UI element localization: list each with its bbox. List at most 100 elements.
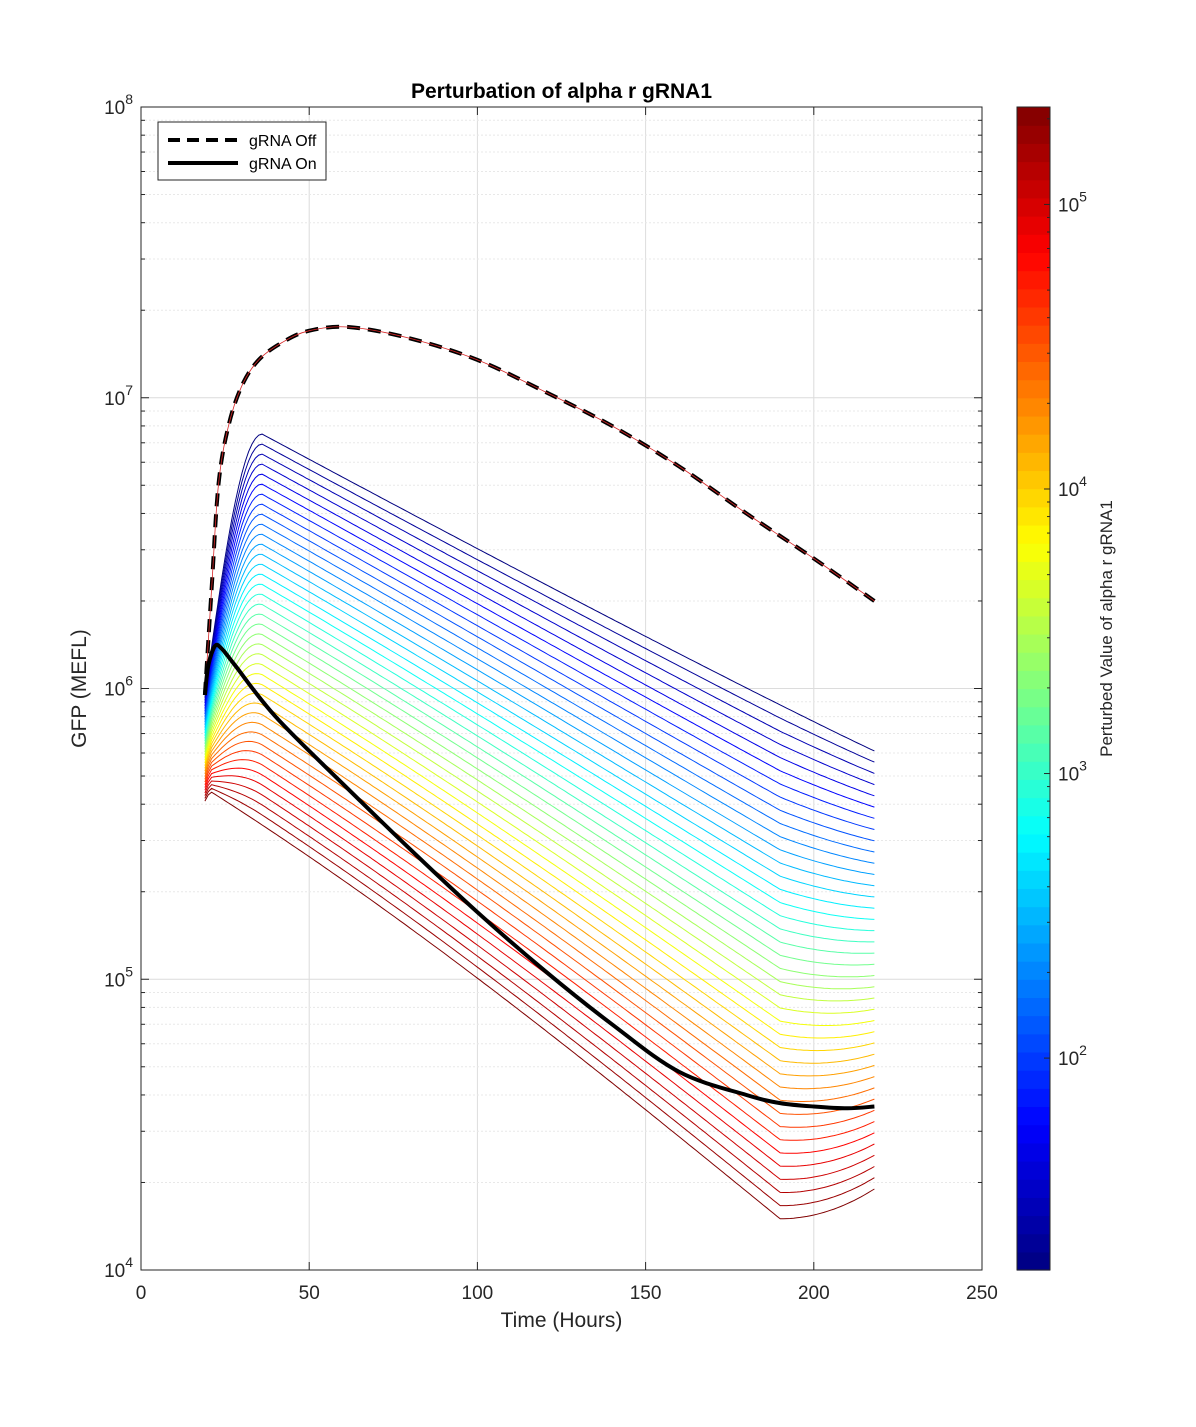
- colorbar-band: [1017, 488, 1050, 508]
- perturbation-curve: [204, 682, 875, 1039]
- colorbar-band: [1017, 288, 1050, 308]
- perturbation-curve: [204, 780, 875, 1180]
- perturbation-curve: [204, 623, 875, 966]
- colorbar-band: [1017, 942, 1050, 962]
- colorbar-band: [1017, 1142, 1050, 1162]
- colorbar-band: [1017, 815, 1050, 835]
- colorbar-tick-label: 103: [1058, 758, 1087, 786]
- perturbation-curve: [204, 483, 875, 808]
- colorbar-gradient: [1017, 107, 1050, 1271]
- colorbar-band: [1017, 415, 1050, 435]
- x-tick-label: 50: [299, 1283, 320, 1304]
- colorbar-band: [1017, 234, 1050, 253]
- colorbar-band: [1017, 979, 1050, 999]
- legend-label-grna-on: gRNA On: [249, 156, 317, 173]
- colorbar-band: [1017, 597, 1050, 617]
- series-highlight-grna-off: [204, 326, 875, 696]
- colorbar-band: [1017, 361, 1050, 381]
- colorbar-band: [1017, 343, 1050, 362]
- perturbation-curve: [204, 443, 875, 763]
- legend-box: [157, 121, 327, 181]
- colorbar-band: [1017, 1015, 1050, 1035]
- colorbar-band: [1017, 1033, 1050, 1053]
- series-line-grna-on: [202, 642, 875, 1111]
- perturbation-curve: [204, 702, 875, 1064]
- colorbar-band: [1017, 670, 1050, 690]
- perturbation-curve: [204, 663, 875, 1014]
- colorbar-band: [1017, 961, 1050, 980]
- perturbation-curve: [204, 563, 875, 898]
- colorbar-band: [1017, 179, 1050, 199]
- colorbar-band: [1017, 1088, 1050, 1108]
- colorbar-band: [1017, 107, 1050, 126]
- perturbation-curve: [204, 473, 875, 797]
- colorbar-band: [1017, 706, 1050, 726]
- legend: gRNA Off gRNA On: [157, 121, 327, 181]
- y-axis-label: GFP (MEFL): [68, 629, 91, 748]
- colorbar-band: [1017, 888, 1050, 908]
- perturbation-curve: [204, 433, 875, 752]
- perturbation-curve: [204, 692, 875, 1052]
- axis-ticks: 0 50 100 150 200 250 104 105 106 107 108: [104, 91, 998, 1304]
- colorbar-band: [1017, 833, 1050, 853]
- colorbar-band: [1017, 270, 1050, 290]
- perturbation-curve: [204, 653, 875, 1002]
- colorbar-band: [1017, 1251, 1050, 1271]
- x-tick-label: 100: [462, 1283, 494, 1304]
- perturbation-curve: [204, 503, 875, 830]
- colorbar-band: [1017, 870, 1050, 889]
- colorbar-band: [1017, 543, 1050, 562]
- colorbar-band: [1017, 470, 1050, 490]
- x-axis-label: Time (Hours): [501, 1309, 623, 1332]
- colorbar-band: [1017, 743, 1050, 762]
- x-tick-label: 0: [136, 1283, 147, 1304]
- perturbation-curve: [204, 583, 875, 920]
- perturbation-curve: [204, 791, 875, 1220]
- perturbation-curve: [204, 673, 875, 1026]
- colorbar-band: [1017, 434, 1050, 453]
- colorbar-band: [1017, 1179, 1050, 1198]
- y-tick-label: 104: [104, 1254, 133, 1282]
- colorbar-band: [1017, 379, 1050, 399]
- perturbation-curve: [204, 543, 875, 875]
- colorbar-band: [1017, 216, 1050, 235]
- colorbar-band: [1017, 306, 1050, 326]
- y-tick-label: 107: [104, 382, 133, 410]
- colorbar-tick-label: 102: [1058, 1042, 1087, 1070]
- colorbar-band: [1017, 561, 1050, 581]
- y-tick-label: 105: [104, 963, 133, 991]
- colorbar-band: [1017, 852, 1050, 871]
- colorbar-band: [1017, 997, 1050, 1017]
- colorbar-band: [1017, 615, 1050, 635]
- colorbar-band: [1017, 452, 1050, 472]
- colorbar-band: [1017, 161, 1050, 181]
- colorbar-band: [1017, 1197, 1050, 1217]
- perturbation-curve: [204, 493, 875, 819]
- colorbar-band: [1017, 779, 1050, 799]
- colorbar-band: [1017, 506, 1050, 526]
- colorbar-band: [1017, 252, 1050, 272]
- perturbation-curve: [204, 750, 875, 1128]
- colorbar-band: [1017, 325, 1050, 344]
- colorbar-band: [1017, 906, 1050, 926]
- colorbar-tick-label: 105: [1058, 188, 1087, 216]
- x-tick-label: 250: [966, 1283, 998, 1304]
- y-tick-label: 108: [104, 91, 133, 119]
- perturbation-curve: [204, 731, 875, 1102]
- colorbar-band: [1017, 125, 1050, 144]
- perturbation-curve: [204, 573, 875, 909]
- colorbar-band: [1017, 1051, 1050, 1071]
- perturbation-curve: [204, 712, 875, 1077]
- perturbation-curve: [204, 613, 875, 954]
- main-series: [202, 324, 876, 1111]
- perturbation-curve: [204, 775, 875, 1167]
- x-tick-label: 200: [798, 1283, 830, 1304]
- colorbar-label: Perturbed Value of alpha r gRNA1: [1097, 500, 1116, 757]
- colorbar-band: [1017, 1106, 1050, 1126]
- perturbation-curve: [204, 633, 875, 978]
- colorbar-band: [1017, 1215, 1050, 1235]
- colorbar-band: [1017, 397, 1050, 417]
- plot-area: 0 50 100 150 200 250 104 105 106 107 108: [104, 91, 998, 1304]
- colorbar-band: [1017, 524, 1050, 544]
